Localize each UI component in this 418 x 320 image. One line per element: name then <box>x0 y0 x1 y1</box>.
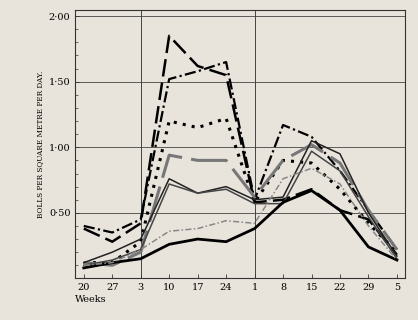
Y-axis label: BOLLS PER SQUARE METRE PER DAY.: BOLLS PER SQUARE METRE PER DAY. <box>37 70 45 218</box>
X-axis label: Weeks: Weeks <box>75 295 107 304</box>
